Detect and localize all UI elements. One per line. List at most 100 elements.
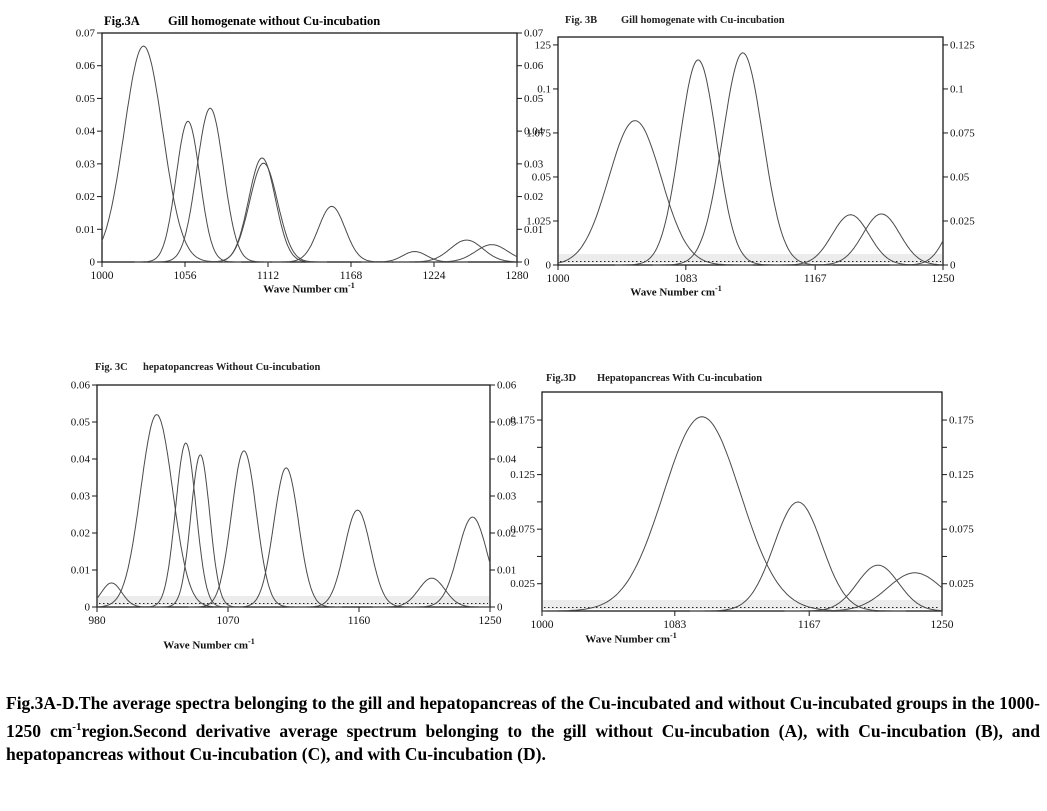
y-tick-label-left: 0.125 — [510, 469, 535, 481]
plot-border — [96, 384, 491, 608]
x-axis-label-text: Wave Number cm — [585, 633, 671, 646]
fig-label-3b: Fig. 3B — [565, 15, 598, 26]
spectrum-curve — [202, 157, 323, 263]
spectrum-curve — [139, 442, 232, 608]
fig-label-3c: Fig. 3C — [95, 362, 128, 373]
y-tick-label-right: 0.03 — [497, 491, 517, 503]
x-tick-label: 1280 — [506, 270, 529, 282]
spectrum-curve — [361, 250, 469, 263]
x-axis-label-3a: Wave Number cm-1 — [263, 281, 354, 296]
y-tick-label-right: 0 — [497, 602, 503, 614]
x-tick-label: 1000 — [547, 273, 570, 285]
y-tick-label-left: 1.025 — [526, 215, 551, 227]
y-tick-label-right: 0.1 — [950, 83, 964, 95]
y-tick-label-right: 0.05 — [497, 417, 517, 429]
spectrum-curve — [298, 509, 417, 608]
y-tick-label-left: 1.075 — [526, 127, 551, 139]
x-tick-label: 1224 — [423, 270, 446, 282]
spectrum-curve — [200, 162, 327, 263]
x-tick-label: 1167 — [804, 273, 827, 285]
plot-border — [541, 391, 943, 612]
spectrum-curve — [407, 516, 491, 608]
y-tick-label-right: 0.04 — [497, 454, 517, 466]
y-tick-label-right: 0.025 — [950, 215, 975, 227]
x-axis-label-3b: Wave Number cm-1 — [630, 284, 721, 299]
x-tick-label: 1070 — [217, 615, 240, 627]
spectrum-curve — [101, 45, 231, 263]
y-tick-label-right: 0.025 — [949, 578, 974, 590]
spectrum-curve — [798, 213, 943, 266]
y-tick-label-right: 0.04 — [524, 126, 544, 138]
y-tick-label-left: 0.07 — [76, 28, 96, 40]
y-tick-label-right: 0.02 — [497, 528, 516, 540]
y-tick-label-right: 0.075 — [950, 127, 975, 139]
x-tick-label: 1160 — [348, 615, 371, 627]
chart-title-3c: hepatopancreas Without Cu-incubation — [143, 362, 321, 373]
y-tick-label-left: 0.01 — [71, 565, 90, 577]
spectrum-curve — [615, 59, 782, 266]
spectrum-curve — [150, 107, 271, 263]
y-tick-label-left: 0.03 — [76, 158, 96, 170]
y-tick-label-right: 0 — [524, 257, 530, 269]
spectrum-curve — [188, 450, 300, 608]
y-tick-label-left: 125 — [535, 39, 552, 51]
y-tick-label-right: 0.05 — [950, 171, 970, 183]
y-tick-label-left: 0 — [85, 602, 91, 614]
chart-title-3d: Hepatopancreas With Cu-incubation — [597, 373, 763, 384]
x-tick-label: 1083 — [674, 273, 697, 285]
x-tick-label: 1250 — [479, 615, 502, 627]
spectrum-curve — [652, 52, 833, 266]
scan-artifact-band — [559, 254, 942, 263]
spectrum-curve — [393, 239, 517, 263]
x-axis-label-text: Wave Number cm — [163, 639, 249, 652]
y-tick-label-left: 0 — [546, 260, 552, 272]
y-tick-label-left: 0.02 — [71, 528, 90, 540]
spectrum-curve — [157, 454, 243, 608]
spectrum-curve — [792, 572, 943, 612]
x-tick-label: 1112 — [257, 270, 279, 282]
x-tick-label: 1250 — [932, 273, 955, 285]
y-tick-label-right: 0.01 — [497, 565, 516, 577]
y-tick-label-right: 0.03 — [524, 158, 544, 170]
y-tick-label-left: 0.1 — [537, 83, 551, 95]
figure-caption: Fig.3A-D.The average spectra belonging t… — [6, 692, 1040, 767]
fig-label-3d: Fig.3D — [546, 373, 577, 384]
x-tick-label: 1250 — [931, 619, 954, 631]
y-tick-label-right: 0.175 — [949, 415, 974, 427]
y-tick-label-right: 0.06 — [524, 60, 544, 72]
spectrum-curve — [690, 501, 906, 612]
spectrum-curve — [542, 416, 875, 612]
spectrum-curve — [230, 467, 342, 608]
y-tick-label-right: 0.125 — [949, 469, 974, 481]
y-tick-label-left: 0.06 — [71, 380, 91, 392]
caption-text-1: Fig.3A-D.The average spectra belonging t… — [6, 693, 1040, 741]
y-tick-label-left: 0.175 — [510, 415, 535, 427]
plot-border — [557, 36, 944, 266]
y-tick-label-left: 0.05 — [532, 171, 552, 183]
y-tick-label-left: 0.075 — [510, 524, 535, 536]
y-tick-label-left: 0.02 — [76, 191, 95, 203]
x-axis-label-sup: -1 — [348, 281, 355, 290]
y-tick-label-left: 0.05 — [76, 93, 96, 105]
x-tick-label: 1167 — [798, 619, 821, 631]
y-tick-label-right: 0.02 — [524, 191, 543, 203]
scan-artifact-band — [98, 596, 489, 605]
plot-border — [101, 32, 518, 263]
spectrum-curve — [418, 244, 518, 263]
spectrum-curve — [271, 205, 392, 263]
chart-title-3b: Gill homogenate with Cu-incubation — [621, 15, 785, 26]
y-tick-label-left: 0 — [90, 257, 96, 269]
x-tick-label: 1083 — [663, 619, 686, 631]
y-tick-label-left: 0.06 — [76, 60, 96, 72]
x-axis-label-text: Wave Number cm — [630, 286, 716, 299]
fig-label-3a: Fig.3A — [104, 14, 140, 28]
y-tick-label-right: 0.01 — [524, 224, 543, 236]
y-tick-label-right: 0.075 — [949, 524, 974, 536]
x-axis-label-sup: -1 — [670, 631, 677, 640]
y-tick-label-right: 0.06 — [497, 380, 517, 392]
x-axis-label-sup: -1 — [248, 637, 255, 646]
x-tick-label: 1168 — [340, 270, 363, 282]
x-tick-label: 980 — [88, 615, 106, 627]
